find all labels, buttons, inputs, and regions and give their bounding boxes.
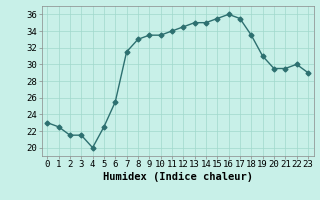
X-axis label: Humidex (Indice chaleur): Humidex (Indice chaleur) bbox=[103, 172, 252, 182]
